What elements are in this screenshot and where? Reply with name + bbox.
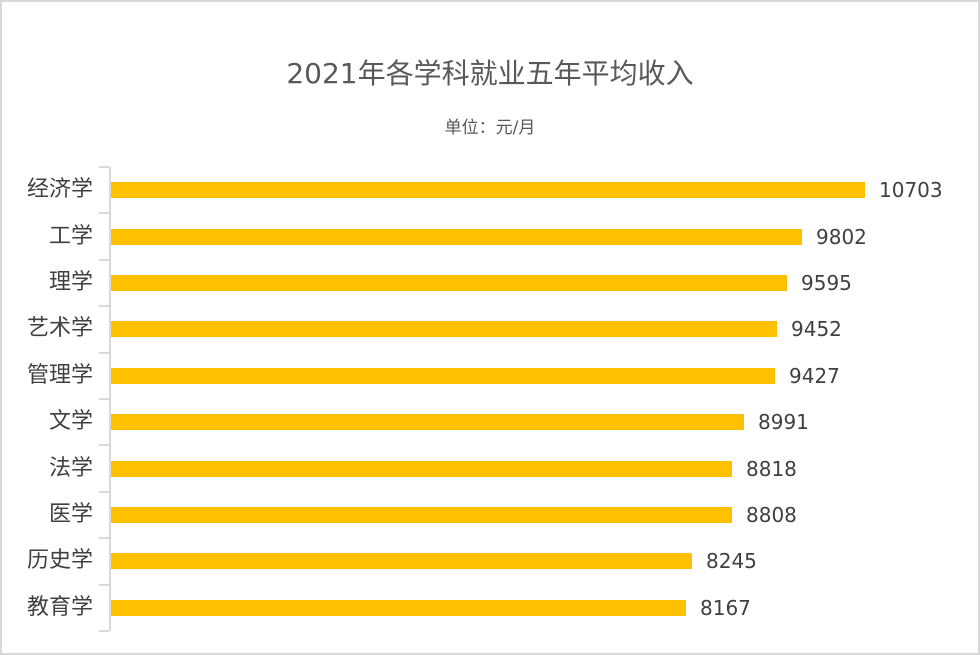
category-label: 艺术学 bbox=[26, 316, 93, 342]
axis-tick bbox=[99, 305, 109, 308]
axis-tick bbox=[99, 583, 109, 586]
data-label: 8167 bbox=[700, 595, 751, 620]
bar[interactable] bbox=[111, 460, 732, 477]
category-label: 历史学 bbox=[26, 548, 93, 574]
axis-tick bbox=[99, 351, 109, 354]
data-label: 9452 bbox=[791, 317, 842, 342]
bar[interactable] bbox=[111, 507, 732, 523]
chart-subtitle: 单位：元/月 bbox=[444, 118, 536, 138]
axis-tick bbox=[99, 258, 109, 261]
axis-tick bbox=[99, 398, 109, 400]
bar[interactable] bbox=[111, 321, 777, 338]
category-axis-line bbox=[109, 167, 111, 631]
category-label: 经济学 bbox=[26, 177, 93, 203]
bar[interactable] bbox=[111, 367, 775, 384]
bar[interactable] bbox=[111, 414, 744, 431]
bar[interactable] bbox=[111, 553, 692, 570]
data-label: 8245 bbox=[706, 549, 757, 574]
data-label: 8808 bbox=[746, 503, 797, 527]
bar[interactable] bbox=[111, 182, 865, 199]
data-label: 9427 bbox=[789, 363, 840, 388]
data-label: 9595 bbox=[801, 271, 852, 295]
bar[interactable] bbox=[111, 228, 802, 245]
data-label: 9802 bbox=[816, 224, 867, 249]
axis-tick bbox=[99, 537, 109, 540]
category-label: 理学 bbox=[48, 270, 93, 295]
axis-tick bbox=[99, 630, 109, 632]
axis-tick bbox=[99, 166, 109, 168]
category-label: 法学 bbox=[48, 455, 93, 481]
category-label: 管理学 bbox=[26, 362, 93, 388]
axis-tick bbox=[99, 490, 109, 493]
category-label: 医学 bbox=[48, 502, 93, 527]
bar[interactable] bbox=[111, 275, 787, 291]
axis-tick bbox=[99, 212, 109, 215]
data-label: 10703 bbox=[879, 178, 943, 203]
axis-tick bbox=[99, 444, 109, 447]
data-label: 8818 bbox=[746, 456, 797, 481]
bar[interactable] bbox=[111, 599, 686, 616]
category-label: 教育学 bbox=[26, 594, 93, 620]
chart-title: 2021年各学科就业五年平均收入 bbox=[286, 57, 694, 90]
data-label: 8991 bbox=[758, 410, 809, 435]
category-label: 文学 bbox=[48, 409, 93, 435]
category-label: 工学 bbox=[48, 223, 93, 249]
